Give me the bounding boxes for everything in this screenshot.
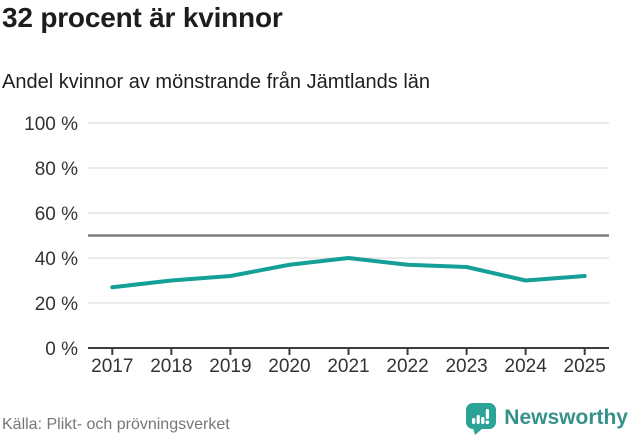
x-tick-label: 2021 — [327, 356, 369, 377]
logo-bar-2 — [476, 415, 481, 424]
logo-bar-1 — [472, 418, 476, 424]
x-tick-label: 2025 — [564, 356, 606, 377]
newsworthy-logo: Newsworthy — [465, 401, 628, 435]
y-tick-label: 40 % — [35, 249, 78, 270]
brand-name: Newsworthy — [504, 406, 628, 429]
logo-exclamation-stem — [486, 409, 490, 419]
y-tick-label: 60 % — [35, 204, 78, 225]
x-tick-label: 2020 — [268, 356, 310, 377]
x-tick-label: 2018 — [150, 356, 192, 377]
y-tick-label: 100 % — [24, 114, 78, 135]
trend-line — [110, 256, 587, 290]
chart-title: 32 procent är kvinnor — [2, 2, 283, 33]
x-tick-label: 2023 — [445, 356, 487, 377]
x-tick-label: 2017 — [91, 356, 133, 377]
x-tick-label: 2019 — [209, 356, 251, 377]
x-tick-label: 2024 — [505, 356, 548, 377]
line-chart-plot: 0 % 20 % 40 % 60 % 80 % 100 % 2017 2018 2019 2020… — [24, 114, 609, 377]
y-tick-label: 80 % — [35, 159, 78, 180]
logo-bar-3 — [481, 417, 485, 424]
logo-exclamation-dot — [485, 420, 490, 425]
chart-subtitle: Andel kvinnor av mönstrande från Jämtlan… — [2, 71, 431, 93]
newsworthy-logo-icon — [466, 403, 497, 435]
source-note: Källa: Plikt- och prövningsverket — [2, 416, 230, 433]
x-tick-label: 2022 — [386, 356, 428, 377]
y-tick-label: 0 % — [45, 339, 78, 360]
y-tick-label: 20 % — [35, 294, 78, 315]
